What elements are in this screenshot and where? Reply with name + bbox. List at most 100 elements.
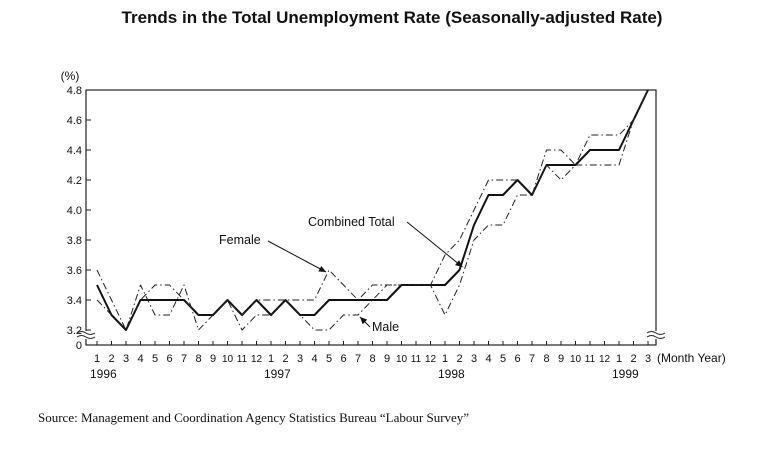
- x-tick-label: 12: [599, 354, 611, 365]
- x-tick-label: 8: [369, 353, 375, 365]
- x-tick-label: 11: [411, 354, 422, 365]
- y-unit-label: (%): [61, 69, 80, 83]
- data-point-male: [589, 164, 591, 166]
- annotation-combined-total: Combined Total: [308, 215, 395, 229]
- annotation-male: Male: [372, 320, 399, 334]
- x-tick-label: 10: [570, 354, 582, 365]
- data-point-female: [516, 179, 518, 181]
- left-axis-break-gap: [77, 331, 95, 339]
- x-year-label-1999: 1999: [612, 367, 639, 381]
- y-tick-label: 4.6: [67, 115, 82, 127]
- data-point-combined-total: [603, 149, 605, 151]
- data-point-male: [574, 164, 576, 166]
- data-point-female: [313, 299, 315, 301]
- x-tick-label: 9: [210, 353, 216, 365]
- x-year-label-1996: 1996: [90, 367, 117, 381]
- x-tick-label: 2: [456, 353, 462, 365]
- data-point-male: [444, 314, 446, 316]
- data-point-male: [502, 224, 504, 226]
- x-tick-label: 5: [500, 353, 506, 365]
- data-point-male: [342, 314, 344, 316]
- data-point-combined-total: [502, 194, 504, 196]
- data-point-female: [154, 284, 156, 286]
- data-point-male: [458, 284, 460, 286]
- annotation-female-arrowhead: [318, 265, 326, 272]
- x-tick-label: 7: [355, 353, 361, 365]
- x-tick-label: 8: [195, 353, 201, 365]
- y-tick-label: 3.8: [67, 235, 82, 247]
- data-point-male: [110, 314, 112, 316]
- data-point-male: [183, 284, 185, 286]
- source-note: Source: Management and Coordination Agen…: [38, 410, 470, 425]
- x-tick-label: 10: [222, 354, 234, 365]
- data-point-female: [371, 284, 373, 286]
- data-point-male: [603, 164, 605, 166]
- x-tick-label: 2: [630, 353, 636, 365]
- data-point-male: [255, 314, 257, 316]
- data-point-male: [545, 164, 547, 166]
- data-point-male: [357, 314, 359, 316]
- data-point-male: [212, 314, 214, 316]
- data-point-female: [110, 299, 112, 301]
- y-tick-label: 4.4: [67, 145, 82, 157]
- x-tick-label: 5: [326, 353, 332, 365]
- x-tick-label: 6: [340, 353, 346, 365]
- y-tick-label: 4.8: [67, 85, 82, 97]
- data-point-female: [487, 179, 489, 181]
- y-tick-label: 3.4: [67, 295, 82, 307]
- x-unit-label: (Month Year): [657, 351, 726, 365]
- data-point-male: [487, 224, 489, 226]
- x-tick-label: 11: [585, 354, 596, 365]
- x-tick-label: 12: [425, 354, 437, 365]
- x-year-label-1998: 1998: [438, 367, 465, 381]
- data-point-male: [313, 329, 315, 331]
- x-tick-label: 9: [384, 353, 390, 365]
- data-point-male: [154, 314, 156, 316]
- data-point-male: [270, 314, 272, 316]
- data-point-female: [197, 314, 199, 316]
- data-point-female: [473, 209, 475, 211]
- annotation-female-leader: [267, 240, 327, 273]
- data-point-male: [473, 239, 475, 241]
- x-tick-label: 6: [514, 353, 520, 365]
- left-axis-break-upper-wave: [76, 331, 96, 335]
- data-point-female: [299, 299, 301, 301]
- x-tick-label: 3: [123, 353, 129, 365]
- x-tick-label: 7: [529, 353, 535, 365]
- data-point-male: [618, 164, 620, 166]
- data-point-female: [183, 299, 185, 301]
- x-tick-label: 8: [543, 353, 549, 365]
- data-point-combined-total: [96, 284, 98, 286]
- data-point-combined-total: [328, 299, 330, 301]
- data-point-male: [400, 284, 402, 286]
- x-tick-label: 3: [645, 353, 651, 365]
- x-tick-label: 6: [166, 353, 172, 365]
- x-tick-label: 1: [94, 353, 100, 365]
- data-point-female: [502, 179, 504, 181]
- data-point-female: [328, 269, 330, 271]
- data-point-male: [284, 299, 286, 301]
- data-point-male: [241, 329, 243, 331]
- data-point-female: [458, 239, 460, 241]
- data-point-female: [139, 299, 141, 301]
- y-tick-label: 3.2: [67, 325, 82, 337]
- data-point-combined-total: [618, 149, 620, 151]
- data-point-combined-total: [589, 149, 591, 151]
- data-point-combined-total: [444, 284, 446, 286]
- x-tick-label: 4: [137, 353, 143, 365]
- data-point-female: [241, 314, 243, 316]
- data-point-male: [371, 299, 373, 301]
- data-point-male: [139, 284, 141, 286]
- x-tick-label: 12: [251, 354, 263, 365]
- x-tick-label: 2: [282, 353, 288, 365]
- data-point-male: [516, 194, 518, 196]
- annotation-female: Female: [219, 233, 261, 247]
- data-point-male: [299, 314, 301, 316]
- data-point-combined-total: [560, 164, 562, 166]
- data-point-female: [357, 299, 359, 301]
- x-tick-label: 4: [485, 353, 491, 365]
- data-point-combined-total: [473, 224, 475, 226]
- y-tick-label: 4.2: [67, 175, 82, 187]
- annotation-combined-total-arrowhead: [455, 260, 463, 267]
- data-point-male: [647, 89, 649, 91]
